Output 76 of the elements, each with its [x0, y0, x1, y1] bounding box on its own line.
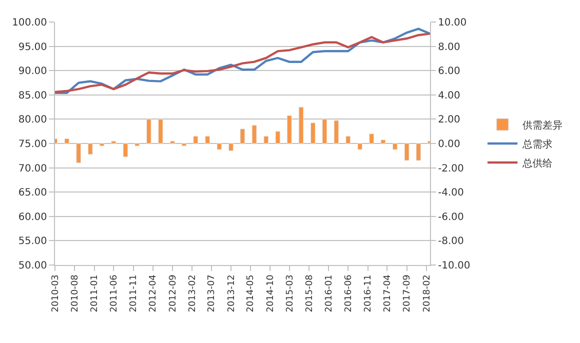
legend-label: 供需差异	[522, 119, 562, 132]
bar	[369, 134, 374, 144]
x-tick-label: 2016-01	[324, 274, 335, 312]
y-tick-label: 75.00	[18, 139, 47, 150]
bar	[286, 115, 292, 144]
x-tick-label: 2011-11	[129, 274, 140, 312]
x-tick-label: 2014-05	[246, 274, 256, 312]
bar	[88, 143, 93, 155]
bar	[182, 143, 187, 146]
bar	[310, 122, 316, 144]
bar	[134, 143, 140, 146]
x-tick-label: 2016-11	[364, 274, 374, 312]
bar	[264, 136, 269, 144]
x-tick-label: 2016-06	[344, 274, 354, 312]
y2-tick-label: -2.00	[438, 163, 464, 174]
bar	[64, 138, 70, 144]
y-tick-label: 55.00	[18, 236, 47, 248]
bar	[146, 118, 152, 144]
x-tick-label: 2012-04	[148, 274, 159, 312]
x-tick-label: 2012-09	[168, 274, 178, 312]
bar	[392, 143, 398, 150]
y2-tick-label: 8.00	[438, 42, 460, 53]
y2-tick-label: 2.00	[438, 114, 460, 126]
bar	[158, 118, 164, 144]
bar	[76, 143, 82, 164]
bar	[416, 143, 421, 161]
bar	[193, 136, 198, 144]
x-tick-label: 2010-08	[70, 274, 81, 312]
bar	[346, 136, 351, 144]
y-tick-label: 95.00	[18, 42, 47, 53]
bar	[240, 128, 245, 144]
bar	[322, 118, 328, 144]
x-tick-label: 2013-12	[226, 274, 237, 312]
y2-tick-label: -4.00	[438, 188, 464, 199]
bar	[380, 140, 386, 144]
bar	[204, 136, 210, 144]
x-tick-label: 2017-04	[383, 274, 394, 312]
y2-tick-label: 10.00	[438, 18, 467, 28]
bar	[228, 143, 234, 152]
legend-label: 总需求	[522, 138, 552, 150]
bar	[357, 143, 362, 150]
legend-label: 总供给	[522, 157, 552, 170]
y-tick-label: 70.00	[18, 163, 47, 174]
y-tick-label: 65.00	[18, 188, 47, 199]
x-tick-label: 2014-10	[266, 274, 276, 312]
x-tick-label: 2017-09	[402, 274, 413, 312]
bar	[298, 106, 304, 144]
y2-tick-label: -8.00	[438, 236, 464, 248]
y2-tick-label: -10.00	[438, 260, 470, 272]
bar	[170, 140, 175, 144]
y-tick-label: 50.00	[18, 260, 47, 272]
bar	[216, 143, 222, 150]
bar	[122, 143, 128, 158]
bar	[275, 131, 280, 144]
y2-tick-label: 4.00	[438, 90, 460, 102]
x-tick-label: 2018-02	[422, 274, 432, 312]
bar	[252, 125, 257, 144]
y2-tick-label: 6.00	[438, 66, 460, 78]
bar	[111, 140, 116, 144]
y-tick-label: 85.00	[18, 90, 47, 102]
x-tick-label: 2011-01	[90, 274, 100, 312]
bar	[334, 120, 339, 144]
y2-tick-label: 0.00	[438, 139, 460, 150]
y-tick-label: 80.00	[18, 114, 47, 126]
y-tick-label: 90.00	[18, 66, 47, 78]
x-tick-label: 2015-08	[304, 274, 315, 312]
x-tick-label: 2013-07	[207, 274, 218, 312]
x-tick-label: 2015-03	[285, 274, 296, 312]
bar	[99, 143, 104, 146]
x-tick-label: 2013-02	[188, 274, 198, 312]
x-tick-label: 2010-03	[50, 274, 61, 312]
y2-tick-label: -6.00	[438, 212, 464, 223]
x-tick-label: 2011-06	[110, 274, 120, 312]
y-tick-label: 100.00	[12, 18, 47, 28]
bar	[404, 143, 410, 161]
y-tick-label: 60.00	[18, 212, 47, 223]
